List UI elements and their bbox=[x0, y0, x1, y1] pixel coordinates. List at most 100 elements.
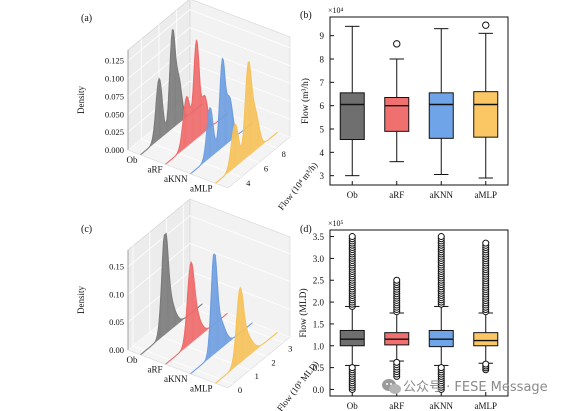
outlier-point bbox=[437, 233, 445, 241]
outlier-point bbox=[437, 364, 445, 372]
density-curve bbox=[215, 61, 278, 184]
x-tick-label: 0 bbox=[238, 385, 242, 395]
z-axis-label: Density bbox=[76, 86, 86, 114]
box-arf bbox=[384, 40, 410, 163]
y-tick-label: 6 bbox=[320, 101, 325, 111]
y-tick-label: 5 bbox=[320, 125, 325, 135]
x-tick-label: Ob bbox=[347, 190, 358, 200]
z-tick-label: 0.075 bbox=[105, 91, 124, 101]
panel-label: (d) bbox=[300, 224, 312, 235]
x-tick-label: 8 bbox=[282, 149, 286, 159]
outlier-point bbox=[393, 358, 401, 366]
box-iqr bbox=[384, 97, 410, 132]
grid-line bbox=[127, 242, 291, 295]
x-tick-label: aMLP bbox=[475, 190, 498, 200]
y-tick-label: 0.0 bbox=[313, 385, 325, 395]
z-tick-label: 0.125 bbox=[105, 56, 124, 66]
box-iqr bbox=[339, 329, 365, 347]
panel-a-density-3d: (a) 0.000 0.025 0.050 0.075 0.100 0.125 Density… bbox=[76, 0, 319, 212]
box-iqr bbox=[473, 91, 499, 138]
panel-label: (a) bbox=[81, 13, 92, 24]
grid-line bbox=[127, 80, 291, 133]
y-tick-label: 1.5 bbox=[313, 319, 325, 329]
x-tick-label: aKNN bbox=[430, 401, 454, 411]
y-tick-label: 3.5 bbox=[313, 232, 325, 242]
panel-label: (c) bbox=[81, 224, 92, 235]
grid-line bbox=[127, 44, 291, 97]
grid-line bbox=[127, 215, 291, 268]
box-aknn bbox=[428, 233, 454, 393]
density-slice-arf bbox=[165, 260, 228, 365]
y-tick-label: 8 bbox=[320, 55, 325, 65]
y-tick-label: 7 bbox=[320, 78, 325, 88]
z-tick-label: 0.025 bbox=[105, 127, 124, 137]
box-iqr bbox=[339, 92, 365, 141]
y-axis-label: Flow (m³/h) bbox=[300, 78, 311, 124]
x-tick-label: 6 bbox=[264, 164, 268, 174]
z-tick-label: 0.05 bbox=[109, 317, 124, 327]
y-tick-label: 0.5 bbox=[313, 363, 325, 373]
y-axis-label: Flow (MLD) bbox=[298, 288, 309, 337]
category-label: aKNN bbox=[164, 374, 188, 384]
density-slice-amlp bbox=[215, 286, 278, 384]
box-amlp bbox=[473, 21, 499, 179]
x-tick-label: aKNN bbox=[430, 190, 454, 200]
x-tick-label: 2 bbox=[271, 357, 275, 367]
outlier-point bbox=[482, 239, 490, 247]
plot-frame bbox=[329, 229, 509, 397]
z-tick-label: 0.10 bbox=[109, 289, 124, 299]
axis-exponent: ×10⁴ bbox=[328, 6, 344, 15]
panel-d-boxplot: (d) ×10⁵ 0.0 0.5 1.0 1.5 2.0 2.5 3.0 3.5 Flow (MLD… bbox=[298, 219, 509, 411]
category-label: Ob bbox=[127, 155, 138, 165]
y-tick-label: 1.0 bbox=[313, 341, 325, 351]
category-label: aMLP bbox=[190, 183, 213, 193]
box-arf bbox=[384, 276, 410, 380]
category-label: aRF bbox=[147, 164, 162, 174]
box-iqr bbox=[473, 332, 499, 347]
grid-line bbox=[182, 204, 284, 343]
panel-b-boxplot: (b) ×10⁴ 3 4 5 6 7 8 9 Flow (m³/h) Ob aRF aKNN aMLP bbox=[300, 6, 509, 200]
box-iqr bbox=[428, 92, 454, 139]
y-tick-label: 3.0 bbox=[313, 254, 325, 264]
category-label: aMLP bbox=[190, 383, 213, 393]
grid-line bbox=[127, 9, 291, 62]
axis-exponent: ×10⁵ bbox=[328, 219, 344, 228]
density-slice-amlp bbox=[215, 61, 278, 184]
density-curve bbox=[165, 39, 228, 165]
outlier-point bbox=[482, 21, 490, 29]
box-amlp bbox=[473, 239, 499, 374]
density-slice-ob bbox=[140, 29, 203, 156]
x-axis-label: Flow (10⁴ m³/h) bbox=[276, 160, 319, 212]
x-tick-label: 4 bbox=[246, 178, 251, 188]
density-slice-ob bbox=[140, 232, 203, 356]
z-axis-label: Density bbox=[76, 286, 86, 314]
grid-line bbox=[127, 62, 291, 115]
z-tick-label: 0.100 bbox=[105, 74, 124, 84]
panel-label: (b) bbox=[300, 10, 312, 21]
y-tick-label: 4 bbox=[320, 148, 325, 158]
x-tick-label: 1 bbox=[255, 371, 259, 381]
z-tick-label: 0.00 bbox=[109, 345, 124, 355]
box-aknn bbox=[428, 28, 454, 175]
x-tick-label: Ob bbox=[347, 401, 358, 411]
z-tick-label: 0.050 bbox=[105, 109, 124, 119]
category-label: aRF bbox=[147, 364, 162, 374]
outlier-point bbox=[393, 276, 401, 284]
outlier-point bbox=[393, 40, 401, 48]
grid-line bbox=[140, 39, 242, 178]
z-tick-label: 0.000 bbox=[105, 145, 124, 155]
category-label: Ob bbox=[127, 355, 138, 365]
plot-frame bbox=[329, 16, 509, 186]
x-tick-label: aRF bbox=[389, 401, 404, 411]
watermark-text: 公众号 · FESE Message bbox=[403, 380, 548, 395]
z-tick-label: 0.15 bbox=[109, 262, 124, 272]
density-curve bbox=[215, 286, 278, 384]
box-ob bbox=[339, 233, 365, 393]
grid-line bbox=[127, 27, 291, 79]
density-curve bbox=[190, 57, 253, 175]
x-tick-label: 3 bbox=[288, 344, 292, 354]
wechat-bubble-icon bbox=[382, 379, 401, 394]
watermark: 公众号 · FESE Message bbox=[382, 379, 548, 395]
grid-line bbox=[149, 232, 250, 371]
